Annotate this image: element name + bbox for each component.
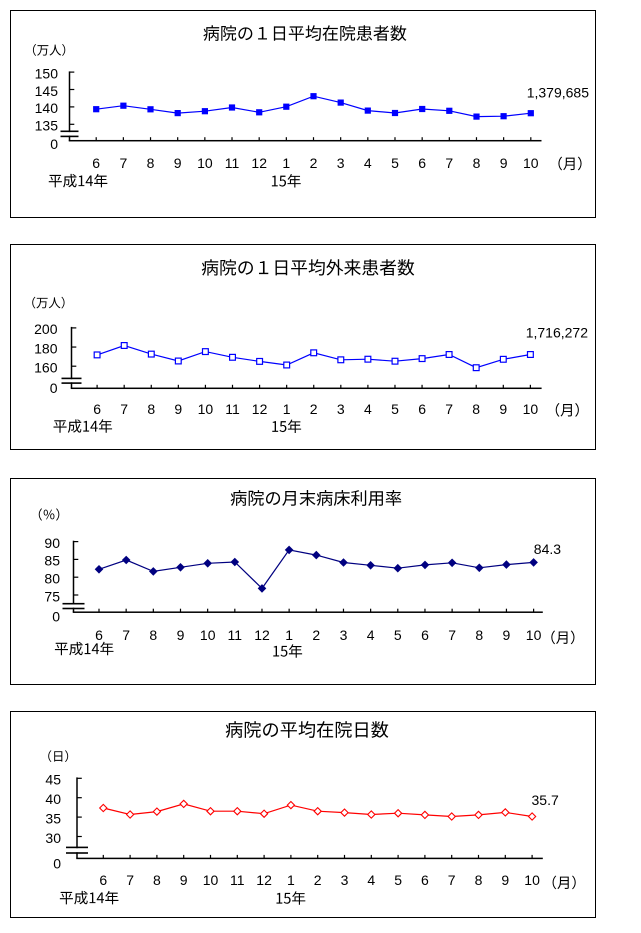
svg-text:1: 1 — [287, 872, 295, 888]
svg-text:2: 2 — [314, 872, 322, 888]
svg-text:9: 9 — [174, 155, 182, 171]
svg-text:8: 8 — [147, 401, 155, 417]
svg-text:10: 10 — [526, 627, 542, 643]
svg-text:2: 2 — [310, 155, 318, 171]
svg-text:9: 9 — [499, 401, 507, 417]
svg-text:4: 4 — [364, 401, 372, 417]
svg-text:90: 90 — [44, 535, 60, 551]
svg-text:40: 40 — [45, 791, 61, 807]
svg-text:1: 1 — [282, 155, 290, 171]
svg-text:8: 8 — [473, 155, 481, 171]
svg-text:0: 0 — [50, 136, 58, 152]
svg-text:11: 11 — [225, 155, 240, 171]
svg-text:11: 11 — [225, 401, 240, 417]
svg-text:85: 85 — [44, 553, 60, 569]
svg-text:84.3: 84.3 — [534, 541, 561, 557]
svg-text:35: 35 — [45, 810, 61, 826]
svg-text:80: 80 — [44, 571, 60, 587]
svg-text:12: 12 — [251, 155, 267, 171]
svg-text:7: 7 — [448, 872, 456, 888]
svg-text:7: 7 — [126, 872, 134, 888]
svg-text:1: 1 — [285, 627, 293, 643]
svg-text:1,379,685: 1,379,685 — [527, 85, 589, 101]
svg-text:9: 9 — [174, 401, 182, 417]
svg-text:0: 0 — [53, 855, 61, 871]
svg-text:6: 6 — [418, 155, 426, 171]
svg-text:200: 200 — [34, 321, 58, 337]
svg-text:6: 6 — [99, 872, 107, 888]
svg-text:10: 10 — [523, 401, 539, 417]
svg-text:11: 11 — [230, 872, 245, 888]
svg-text:8: 8 — [475, 627, 483, 643]
svg-text:10: 10 — [197, 155, 213, 171]
svg-text:0: 0 — [50, 380, 58, 396]
svg-text:9: 9 — [500, 155, 508, 171]
svg-text:6: 6 — [421, 872, 429, 888]
svg-text:6: 6 — [418, 401, 426, 417]
svg-text:3: 3 — [340, 627, 348, 643]
svg-text:8: 8 — [472, 401, 480, 417]
svg-text:10: 10 — [523, 155, 539, 171]
svg-text:10: 10 — [198, 401, 214, 417]
svg-text:5: 5 — [391, 155, 399, 171]
svg-text:6: 6 — [92, 155, 100, 171]
svg-text:5: 5 — [394, 872, 402, 888]
svg-text:8: 8 — [475, 872, 483, 888]
svg-text:7: 7 — [448, 627, 456, 643]
svg-text:12: 12 — [256, 872, 272, 888]
svg-text:1,716,272: 1,716,272 — [526, 324, 588, 340]
svg-text:5: 5 — [394, 627, 402, 643]
svg-text:30: 30 — [45, 830, 61, 846]
svg-text:7: 7 — [122, 627, 130, 643]
svg-text:9: 9 — [503, 627, 511, 643]
svg-text:12: 12 — [254, 627, 270, 643]
svg-text:7: 7 — [120, 155, 128, 171]
svg-text:7: 7 — [445, 155, 453, 171]
svg-text:9: 9 — [180, 872, 188, 888]
svg-text:6: 6 — [95, 627, 103, 643]
svg-text:145: 145 — [35, 83, 59, 99]
svg-text:135: 135 — [35, 118, 59, 134]
svg-text:3: 3 — [337, 401, 345, 417]
svg-text:11: 11 — [228, 627, 243, 643]
svg-text:8: 8 — [147, 155, 155, 171]
svg-text:1: 1 — [283, 401, 291, 417]
svg-text:180: 180 — [34, 340, 58, 356]
svg-text:6: 6 — [421, 627, 429, 643]
svg-text:75: 75 — [44, 588, 60, 604]
svg-text:45: 45 — [45, 772, 61, 788]
svg-text:4: 4 — [367, 872, 375, 888]
svg-text:8: 8 — [149, 627, 157, 643]
svg-text:8: 8 — [153, 872, 161, 888]
svg-text:2: 2 — [310, 401, 318, 417]
svg-text:140: 140 — [35, 100, 59, 116]
svg-text:9: 9 — [501, 872, 509, 888]
svg-text:160: 160 — [34, 360, 58, 376]
svg-text:3: 3 — [341, 872, 349, 888]
svg-text:10: 10 — [200, 627, 216, 643]
svg-text:4: 4 — [367, 627, 375, 643]
svg-text:5: 5 — [391, 401, 399, 417]
svg-text:10: 10 — [524, 872, 540, 888]
svg-text:9: 9 — [177, 627, 185, 643]
svg-text:0: 0 — [52, 609, 60, 625]
svg-text:4: 4 — [364, 155, 372, 171]
svg-text:3: 3 — [337, 155, 345, 171]
svg-text:35.7: 35.7 — [532, 792, 559, 808]
svg-text:12: 12 — [252, 401, 268, 417]
svg-text:7: 7 — [445, 401, 453, 417]
svg-text:6: 6 — [93, 401, 101, 417]
svg-text:7: 7 — [120, 401, 128, 417]
svg-text:2: 2 — [312, 627, 320, 643]
svg-text:150: 150 — [35, 65, 59, 81]
svg-text:10: 10 — [203, 872, 219, 888]
